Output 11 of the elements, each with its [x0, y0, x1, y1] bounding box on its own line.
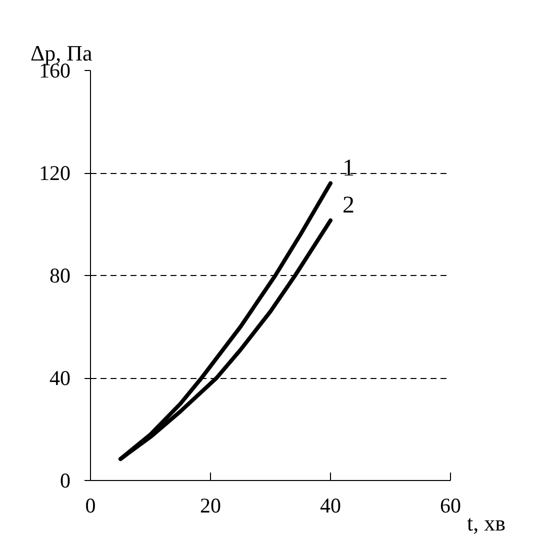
y-tick-label: 80	[50, 264, 70, 288]
x-axis-title: t, хв	[467, 510, 506, 536]
x-tick-label: 0	[85, 494, 96, 518]
x-tick-label: 20	[200, 494, 221, 518]
y-tick-label: 120	[39, 161, 70, 185]
x-tick-label: 40	[320, 494, 341, 518]
y-tick-label: 40	[50, 366, 70, 390]
series-label: 2	[342, 192, 354, 218]
y-tick-label: 0	[60, 468, 70, 492]
x-tick-label: 60	[440, 494, 461, 518]
series-label: 1	[342, 155, 354, 182]
